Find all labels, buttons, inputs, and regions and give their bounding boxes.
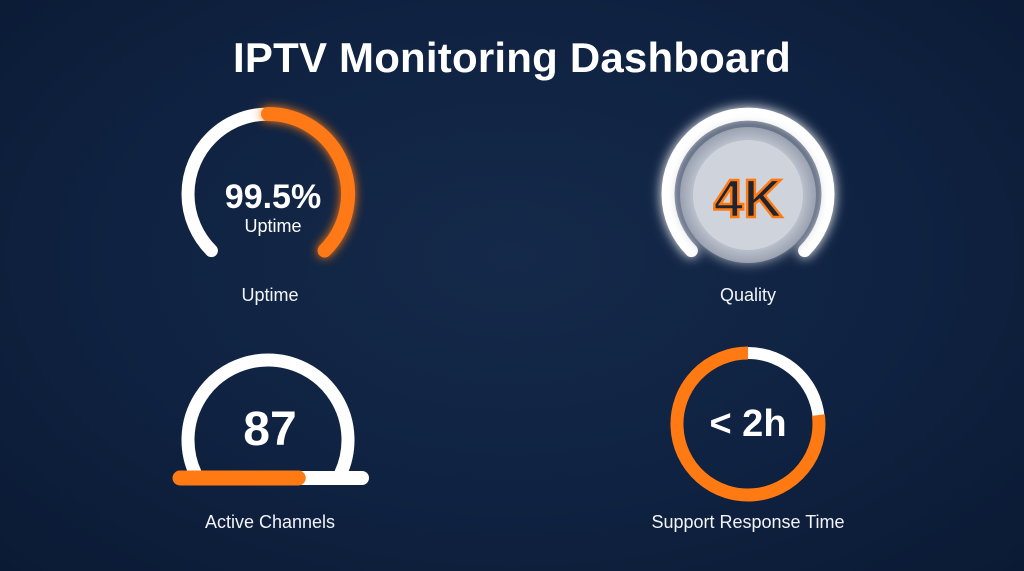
channels-arc xyxy=(181,353,355,481)
support-ring-fill xyxy=(670,346,826,502)
uptime-level-arc xyxy=(261,107,356,258)
support-caption: Support Response Time xyxy=(651,512,845,532)
uptime-sublabel: Uptime xyxy=(244,216,302,236)
quality-caption: Quality xyxy=(719,285,777,305)
uptime-value: 99.5% xyxy=(224,178,322,216)
channels-caption: Active Channels xyxy=(204,512,336,532)
channels-value: 87 xyxy=(243,403,297,456)
uptime-caption: Uptime xyxy=(241,285,299,305)
support-value: < 2h xyxy=(709,403,787,445)
quality-track xyxy=(661,107,835,258)
page-title: IPTV Monitoring Dashboard xyxy=(233,34,791,81)
quality-disc-inner xyxy=(691,138,805,252)
quality-value: 4K xyxy=(712,168,784,231)
